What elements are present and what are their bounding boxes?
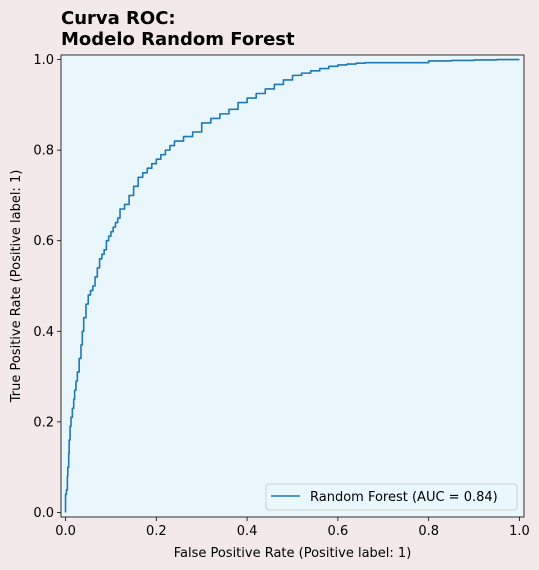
y-tick-label: 0.6 xyxy=(33,234,54,249)
y-tick-label: 0.4 xyxy=(33,325,54,340)
y-axis-ticks: 0.0 0.2 0.4 0.6 0.8 1.0 xyxy=(33,53,61,521)
legend-box xyxy=(265,483,518,511)
series-layer xyxy=(64,58,520,513)
x-tick-label: 0.0 xyxy=(55,524,76,539)
chart-title-line-1: Curva ROC: xyxy=(61,8,176,29)
legend-entry-label: Random Forest (AUC = 0.84) xyxy=(310,490,498,505)
y-tick-label: 0.2 xyxy=(33,415,54,430)
x-tick-label: 0.8 xyxy=(418,524,439,539)
x-tick-label: 0.4 xyxy=(237,524,258,539)
legend: Random Forest (AUC = 0.84) xyxy=(265,483,518,511)
x-axis-ticks: 0.0 0.2 0.4 0.6 0.8 1.0 xyxy=(55,517,530,539)
x-tick-label: 0.6 xyxy=(328,524,349,539)
x-axis-label: False Positive Rate (Positive label: 1) xyxy=(174,546,412,561)
y-axis-label: True Positive Rate (Positive label: 1) xyxy=(9,170,24,404)
chart-title: Curva ROC: Modelo Random Forest xyxy=(61,8,295,50)
x-tick-label: 0.2 xyxy=(146,524,167,539)
chart-title-line-2: Modelo Random Forest xyxy=(61,29,295,50)
plot-area xyxy=(60,54,525,518)
roc-curve-line xyxy=(64,58,520,513)
y-tick-label: 1.0 xyxy=(33,53,54,68)
x-tick-label: 1.0 xyxy=(509,524,530,539)
y-tick-label: 0.0 xyxy=(33,506,54,521)
y-tick-label: 0.8 xyxy=(33,144,54,159)
